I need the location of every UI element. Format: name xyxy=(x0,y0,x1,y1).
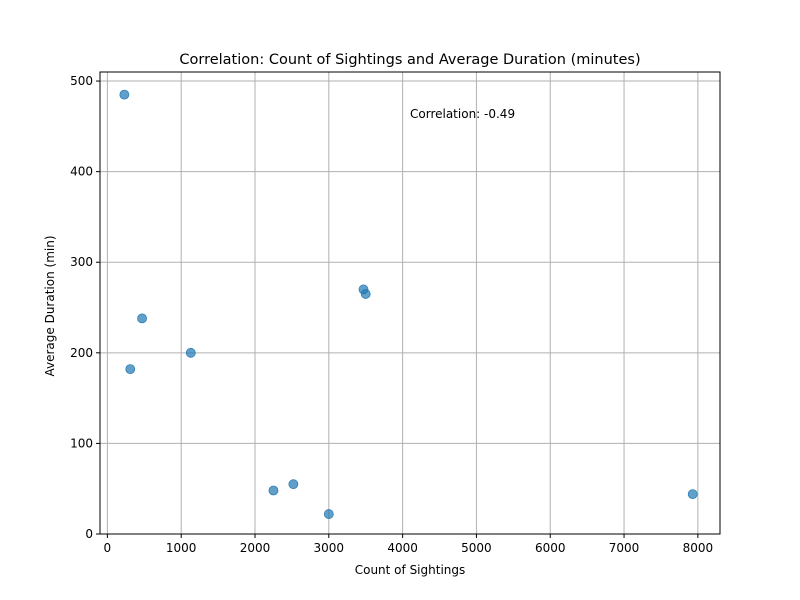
scatter-point xyxy=(687,489,698,500)
y-tick-label: 0 xyxy=(85,527,93,541)
plot-frame xyxy=(99,71,721,535)
x-axis-ticks: 0 1000 2000 3000 4000 5000 6000 7000 8000 xyxy=(104,534,714,555)
scatter-point xyxy=(185,347,196,358)
x-tick-label: 4000 xyxy=(387,541,418,555)
scatter-point xyxy=(268,485,279,496)
scatter-point xyxy=(288,479,299,490)
y-tick-label: 400 xyxy=(70,165,93,179)
scatter-point xyxy=(125,364,136,375)
x-tick-label: 8000 xyxy=(683,541,714,555)
y-tick-label: 500 xyxy=(70,74,93,88)
x-tick-label: 7000 xyxy=(609,541,640,555)
scatter-point xyxy=(119,89,130,100)
x-tick-label: 2000 xyxy=(240,541,271,555)
y-axis-ticks: 0 100 200 300 400 500 xyxy=(70,74,100,541)
y-tick-label: 300 xyxy=(70,255,93,269)
x-tick-label: 3000 xyxy=(314,541,345,555)
y-tick-label: 100 xyxy=(70,436,93,450)
x-tick-label: 0 xyxy=(104,541,112,555)
y-axis-title: Average Duration (min) xyxy=(43,235,57,376)
x-tick-label: 1000 xyxy=(166,541,197,555)
data-points xyxy=(119,89,698,519)
x-axis-title: Count of Sightings xyxy=(355,563,466,577)
correlation-annotation: Correlation: -0.49 xyxy=(410,107,515,121)
scatter-point xyxy=(137,313,147,324)
scatter-point xyxy=(360,289,371,299)
y-tick-label: 200 xyxy=(70,346,93,360)
chart-title: Correlation: Count of Sightings and Aver… xyxy=(179,52,640,68)
x-tick-label: 5000 xyxy=(461,541,492,555)
scatter-point xyxy=(323,509,334,519)
x-tick-label: 6000 xyxy=(535,541,566,555)
grid xyxy=(100,72,720,535)
